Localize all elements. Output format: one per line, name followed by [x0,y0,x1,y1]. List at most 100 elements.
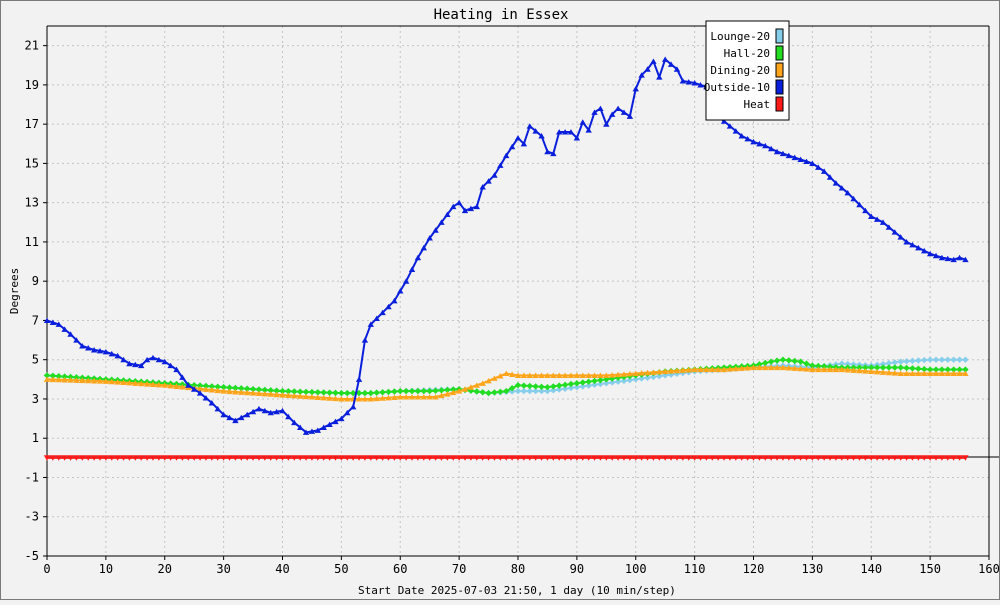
data-point [626,455,634,461]
data-point [261,386,269,394]
data-point [532,383,539,390]
data-point [226,414,233,421]
data-point [732,365,740,372]
data-point [544,387,551,395]
legend-swatch [775,28,784,44]
data-point [591,381,598,389]
data-point [956,366,963,373]
data-point [326,421,333,428]
data-point [691,80,698,86]
data-point [238,389,245,395]
data-point [773,148,781,155]
data-point [609,372,616,378]
data-point [797,455,804,461]
data-point [638,370,645,376]
data-point [120,356,127,363]
data-point [532,387,539,395]
data-point [791,357,798,365]
x-tick-label: 140 [860,562,882,576]
data-point [132,380,139,386]
data-point [756,364,763,371]
data-point [614,378,622,385]
data-point [143,381,151,387]
data-point [438,219,445,225]
y-tick-label: 13 [25,196,39,210]
data-point [638,72,645,78]
data-point [43,455,51,461]
data-point [561,129,569,135]
x-tick-label: 20 [158,562,172,576]
data-point [679,78,687,84]
data-point [820,455,828,461]
data-point [897,234,904,240]
legend-swatch [775,79,784,95]
data-point [614,455,622,461]
data-point [355,376,363,382]
data-point [597,105,604,112]
data-point [296,424,304,430]
data-point [962,256,969,263]
data-point [202,386,210,392]
data-point [96,378,104,384]
data-point [497,455,504,461]
data-point [750,455,757,461]
data-point [397,288,404,294]
data-point [932,455,940,461]
data-point [832,366,840,373]
data-point [897,364,904,371]
y-tick-label: 11 [25,235,39,249]
data-point [579,383,586,390]
data-point [773,357,781,364]
data-point [208,455,216,461]
data-point [915,357,922,364]
data-point [43,317,51,324]
data-point [532,128,539,134]
data-point [179,455,186,461]
data-point [414,254,422,261]
data-point [402,387,410,395]
data-point [767,145,775,152]
data-point [138,362,145,369]
data-point [673,455,681,461]
data-point [373,455,380,461]
data-point [862,364,869,371]
data-point [885,224,893,230]
data-point [320,389,327,396]
series-line [46,57,966,434]
data-point [314,427,322,433]
data-point [444,455,451,461]
data-point [950,366,957,373]
data-point [485,455,492,461]
data-point [391,394,398,400]
data-point [885,455,893,461]
data-point [426,455,433,461]
data-point [285,392,292,398]
data-point [202,395,210,401]
data-point [249,455,257,461]
data-point [491,375,498,381]
data-point [591,377,598,385]
data-point [461,386,469,392]
data-point [391,388,398,395]
data-point [497,162,504,168]
data-point [49,372,57,379]
data-point [79,343,86,349]
data-point [450,389,457,396]
legend-label: Outside-10 [704,81,770,94]
data-point [950,455,957,461]
data-point [567,384,575,392]
data-point [756,455,763,461]
data-point [556,372,563,378]
data-point [603,372,610,378]
data-point [243,411,251,418]
data-point [402,455,410,461]
data-point [102,455,110,461]
data-point [114,455,121,461]
data-point [850,195,857,202]
data-point [538,387,545,395]
data-point [744,455,751,461]
data-point [208,383,216,390]
data-point [67,331,74,337]
data-point [450,386,457,393]
data-point [909,365,916,372]
